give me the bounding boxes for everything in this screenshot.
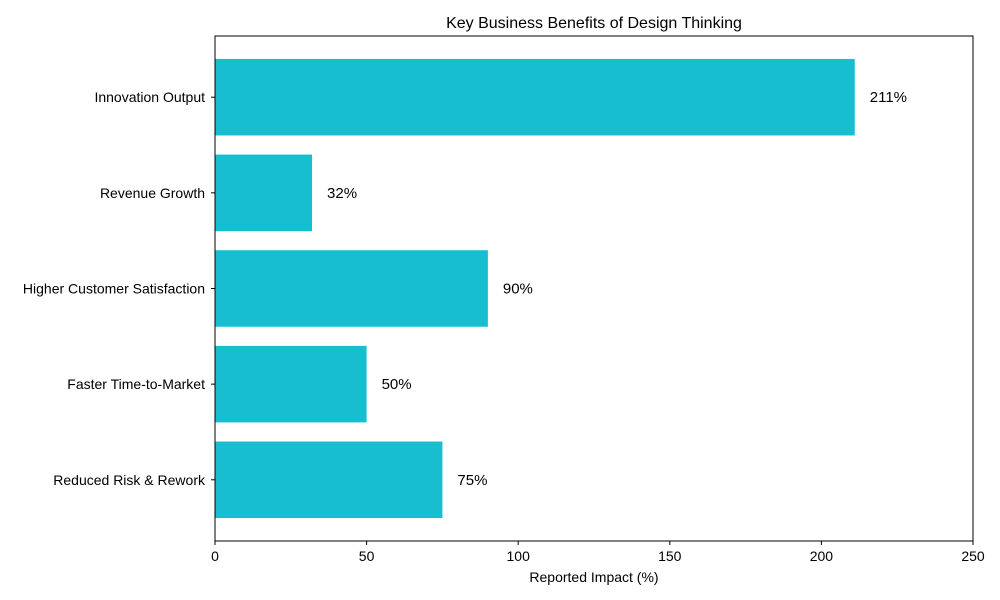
y-tick-label: Faster Time-to-Market [67,376,205,392]
y-tick-label: Innovation Output [94,89,205,105]
y-tick-label: Higher Customer Satisfaction [23,281,205,297]
x-tick-label: 50 [359,548,375,564]
x-tick-label: 200 [810,548,834,564]
bar [215,154,313,232]
bar [215,345,367,423]
y-tick-label: Reduced Risk & Rework [53,472,206,488]
bar [215,441,443,519]
x-tick-label: 250 [961,548,985,564]
data-label: 90% [503,281,533,298]
data-label: 32% [327,185,357,202]
data-label: 75% [457,472,487,489]
plot-frame [214,35,974,542]
chart-title: Key Business Benefits of Design Thinking [446,15,742,32]
data-label: 50% [382,376,412,393]
y-tick-label: Revenue Growth [100,185,205,201]
x-tick-label: 0 [211,548,219,564]
x-axis-label: Reported Impact (%) [529,569,658,585]
bar [215,58,855,136]
bar [215,250,488,327]
x-tick-label: 150 [658,548,682,564]
data-label: 211% [870,89,907,106]
x-tick-label: 100 [507,548,531,564]
